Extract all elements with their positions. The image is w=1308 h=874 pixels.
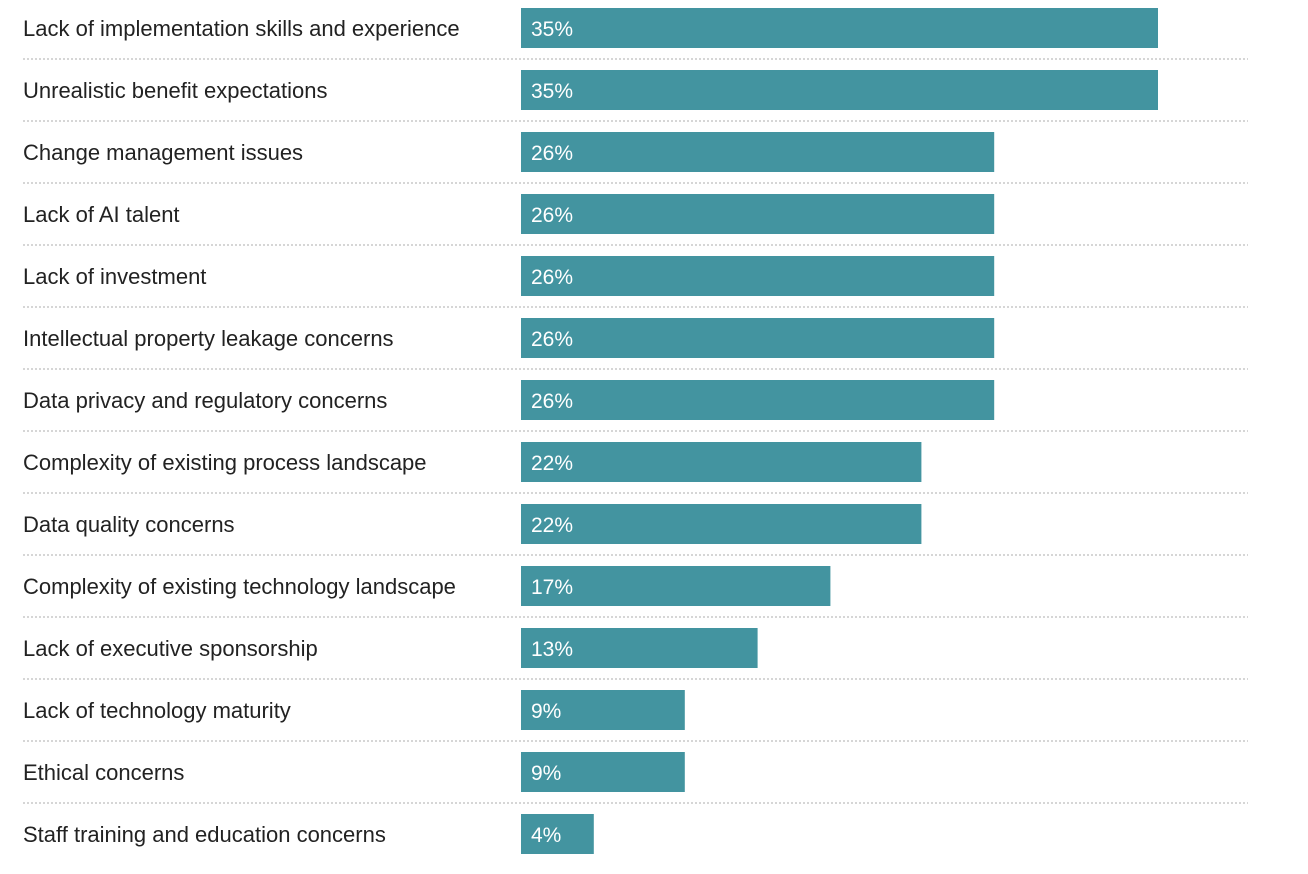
bar-row: Lack of AI talent 26% xyxy=(23,194,1248,246)
value-label: 35% xyxy=(531,18,573,41)
bar-row: Unrealistic benefit expectations 35% xyxy=(23,70,1248,122)
category-label: Lack of implementation skills and experi… xyxy=(23,16,460,41)
bar xyxy=(521,690,685,730)
category-label: Complexity of existing process landscape xyxy=(23,450,427,475)
value-label: 26% xyxy=(531,142,573,165)
category-label: Change management issues xyxy=(23,140,303,165)
category-label: Ethical concerns xyxy=(23,760,184,785)
category-label: Intellectual property leakage concerns xyxy=(23,326,394,351)
bar-row: Lack of implementation skills and experi… xyxy=(23,8,1248,60)
chart-rows: Lack of implementation skills and experi… xyxy=(23,8,1248,854)
category-label: Lack of technology maturity xyxy=(23,698,291,723)
value-label: 9% xyxy=(531,700,561,723)
bar xyxy=(521,442,922,482)
bar-row: Staff training and education concerns 4% xyxy=(23,814,594,854)
bar xyxy=(521,814,594,854)
value-label: 26% xyxy=(531,266,573,289)
bar xyxy=(521,628,758,668)
value-label: 26% xyxy=(531,328,573,351)
bar xyxy=(521,8,1158,48)
bar-row: Lack of investment 26% xyxy=(23,256,1248,308)
value-label: 9% xyxy=(531,762,561,785)
value-label: 22% xyxy=(531,452,573,475)
bar-row: Intellectual property leakage concerns 26… xyxy=(23,318,1248,370)
value-label: 4% xyxy=(531,824,561,847)
category-label: Lack of investment xyxy=(23,264,206,289)
category-label: Complexity of existing technology landsc… xyxy=(23,574,456,599)
category-label: Lack of AI talent xyxy=(23,202,180,227)
bar xyxy=(521,256,995,296)
category-label: Lack of executive sponsorship xyxy=(23,636,318,661)
bar-row: Lack of executive sponsorship 13% xyxy=(23,628,1248,680)
bar xyxy=(521,132,995,172)
bar-row: Complexity of existing process landscape… xyxy=(23,442,1248,494)
bar xyxy=(521,566,831,606)
value-label: 26% xyxy=(531,390,573,413)
bar-row: Ethical concerns 9% xyxy=(23,752,1248,804)
bar xyxy=(521,752,685,792)
value-label: 13% xyxy=(531,638,573,661)
value-label: 26% xyxy=(531,204,573,227)
bar xyxy=(521,380,995,420)
bar xyxy=(521,504,922,544)
category-label: Staff training and education concerns xyxy=(23,822,386,847)
bar xyxy=(521,318,995,358)
category-label: Data quality concerns xyxy=(23,512,235,537)
value-label: 35% xyxy=(531,80,573,103)
bar xyxy=(521,70,1158,110)
category-label: Data privacy and regulatory concerns xyxy=(23,388,387,413)
category-label: Unrealistic benefit expectations xyxy=(23,78,328,103)
bar-row: Lack of technology maturity 9% xyxy=(23,690,1248,742)
bar-row: Change management issues 26% xyxy=(23,132,1248,184)
bar-row: Data privacy and regulatory concerns 26% xyxy=(23,380,1248,432)
value-label: 17% xyxy=(531,576,573,599)
bar-row: Data quality concerns 22% xyxy=(23,504,1248,556)
bar xyxy=(521,194,995,234)
value-label: 22% xyxy=(531,514,573,537)
bar-row: Complexity of existing technology landsc… xyxy=(23,566,1248,618)
